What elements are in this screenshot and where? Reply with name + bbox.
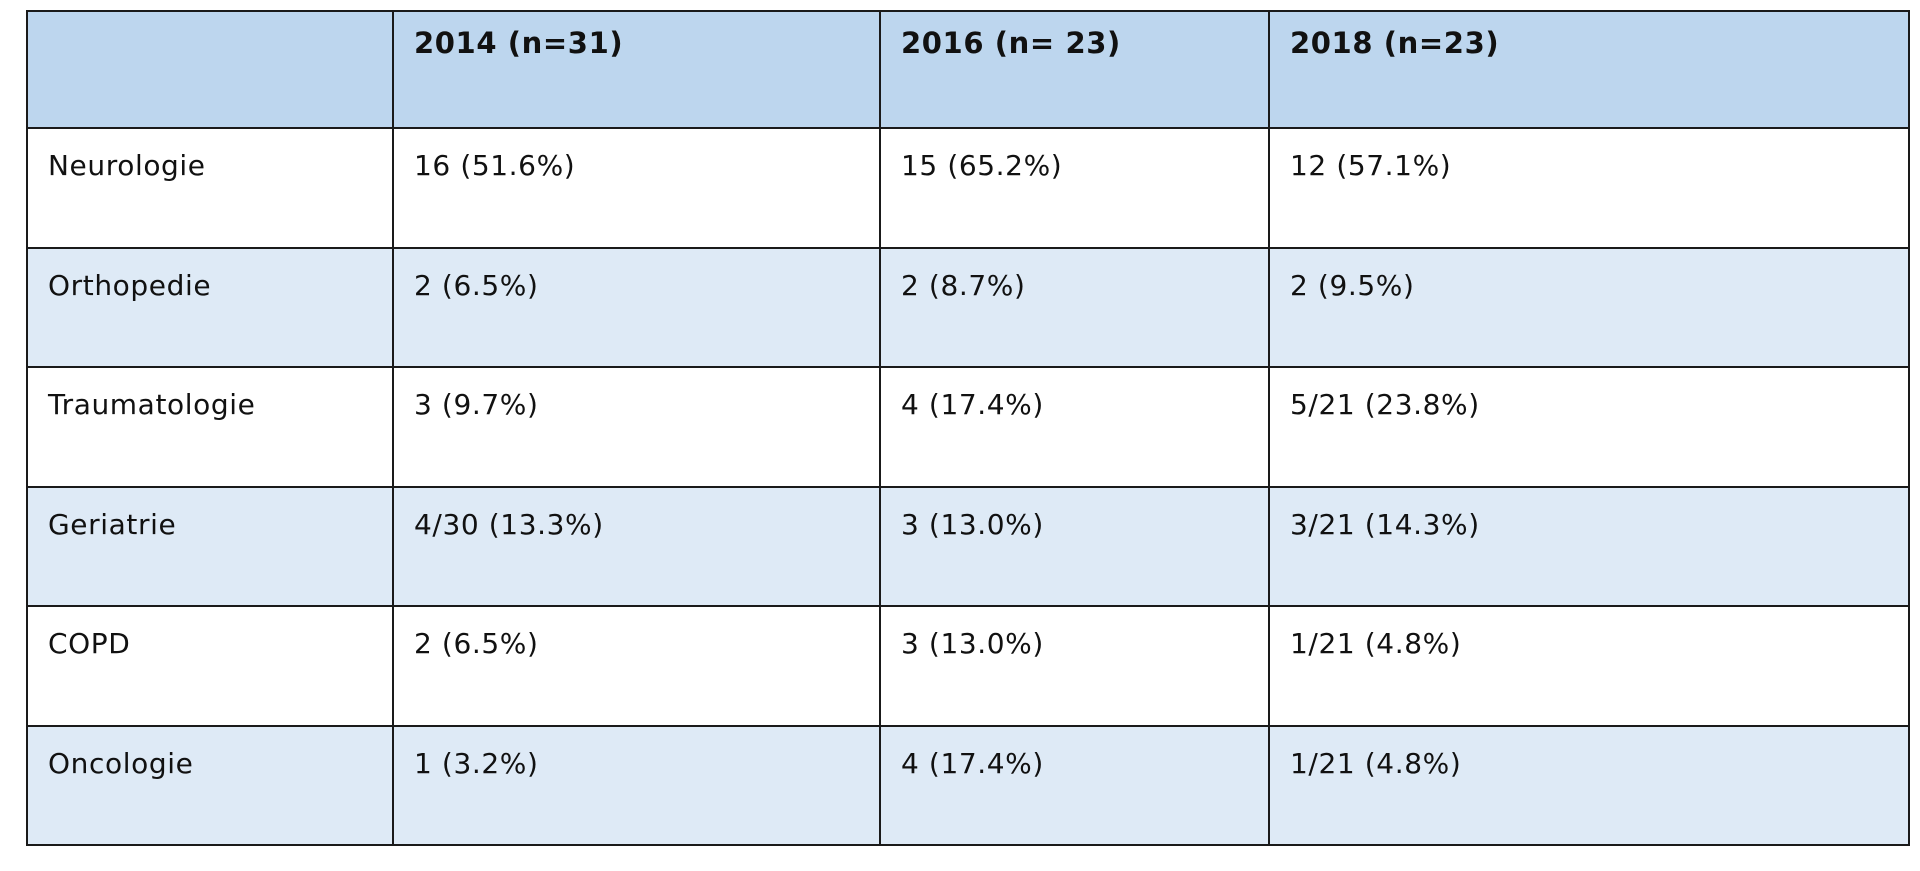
table-row: Oncologie 1 (3.2%) 4 (17.4%) 1/21 (4.8%) xyxy=(26,724,1910,846)
data-table: 2014 (n=31) 2016 (n= 23) 2018 (n=23) Neu… xyxy=(26,10,1910,846)
table-cell: 2 (6.5%) xyxy=(392,246,881,368)
table-cell: 3 (13.0%) xyxy=(879,485,1270,607)
table-cell: 4/30 (13.3%) xyxy=(392,485,881,607)
header-cell-2016: 2016 (n= 23) xyxy=(879,10,1270,129)
header-cell-2018: 2018 (n=23) xyxy=(1268,10,1910,129)
table-cell: 2 (9.5%) xyxy=(1268,246,1910,368)
table-cell: 1/21 (4.8%) xyxy=(1268,724,1910,846)
row-label-cell: Neurologie xyxy=(26,127,394,249)
row-label-cell: Oncologie xyxy=(26,724,394,846)
table-cell: 2 (8.7%) xyxy=(879,246,1270,368)
row-label-cell: COPD xyxy=(26,605,394,727)
table-cell: 1/21 (4.8%) xyxy=(1268,605,1910,727)
table-cell: 3 (13.0%) xyxy=(879,605,1270,727)
table-cell: 15 (65.2%) xyxy=(879,127,1270,249)
row-label-cell: Geriatrie xyxy=(26,485,394,607)
header-cell-2014: 2014 (n=31) xyxy=(392,10,881,129)
table-row: Geriatrie 4/30 (13.3%) 3 (13.0%) 3/21 (1… xyxy=(26,485,1910,607)
table-row: COPD 2 (6.5%) 3 (13.0%) 1/21 (4.8%) xyxy=(26,605,1910,727)
table-cell: 4 (17.4%) xyxy=(879,724,1270,846)
table-cell: 4 (17.4%) xyxy=(879,366,1270,488)
table-cell: 2 (6.5%) xyxy=(392,605,881,727)
table-row: Neurologie 16 (51.6%) 15 (65.2%) 12 (57.… xyxy=(26,127,1910,249)
table-cell: 3 (9.7%) xyxy=(392,366,881,488)
header-row: 2014 (n=31) 2016 (n= 23) 2018 (n=23) xyxy=(26,10,1910,129)
row-label-cell: Orthopedie xyxy=(26,246,394,368)
header-cell-empty xyxy=(26,10,394,129)
table-row: Orthopedie 2 (6.5%) 2 (8.7%) 2 (9.5%) xyxy=(26,246,1910,368)
row-label-cell: Traumatologie xyxy=(26,366,394,488)
table-cell: 16 (51.6%) xyxy=(392,127,881,249)
table-cell: 5/21 (23.8%) xyxy=(1268,366,1910,488)
table-cell: 3/21 (14.3%) xyxy=(1268,485,1910,607)
table-cell: 1 (3.2%) xyxy=(392,724,881,846)
table-cell: 12 (57.1%) xyxy=(1268,127,1910,249)
table-row: Traumatologie 3 (9.7%) 4 (17.4%) 5/21 (2… xyxy=(26,366,1910,488)
